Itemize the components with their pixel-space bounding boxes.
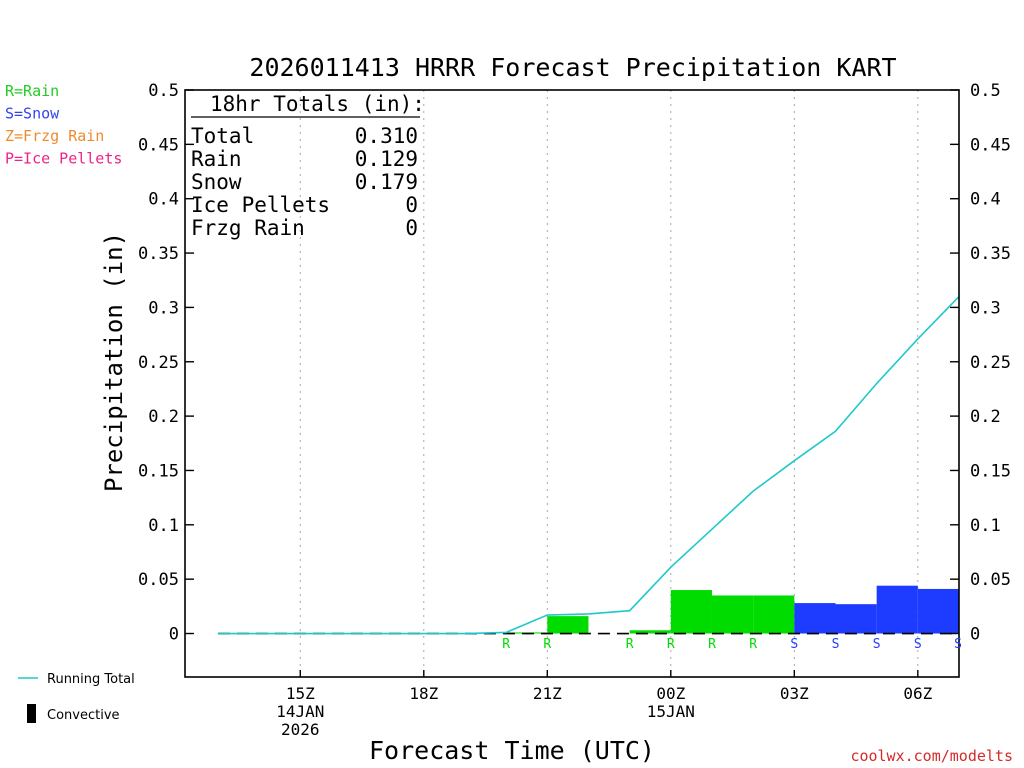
- legend-bar-swatch: [27, 704, 36, 723]
- plot-frame: [184, 89, 960, 678]
- y-tick-label-right: 0.15: [970, 461, 1011, 481]
- x-tick-label: 14JAN: [276, 702, 324, 721]
- precip-type-label: S: [832, 637, 840, 652]
- y-axis-right: 0 0.05 0.1 0.15 0.2 0.25 0.3 0.35 0.4 0.45 0.5: [950, 81, 1011, 645]
- precip-bar: [917, 588, 959, 634]
- y-tick-label-right: 0.05: [970, 570, 1011, 590]
- precip-bar: [876, 585, 918, 634]
- bar-series: [506, 585, 959, 634]
- y-tick-label-left: 0.1: [148, 516, 179, 536]
- y-tick-label-right: 0.45: [970, 135, 1011, 155]
- x-tick-label: 2026: [281, 720, 320, 739]
- precip-type-label: R: [502, 637, 510, 652]
- x-tick-label: 00Z: [656, 684, 685, 703]
- precip-type-legend: R=Rain S=Snow Z=Frzg Rain P=Ice Pellets: [5, 82, 122, 168]
- running-total-series: [217, 295, 960, 635]
- y-tick-label-left: 0.25: [138, 353, 179, 373]
- y-tick-label-right: 0.5: [970, 81, 1001, 101]
- chart-title: 2026011413 HRRR Forecast Precipitation K…: [249, 53, 896, 82]
- type-legend-entry: S=Snow: [5, 105, 60, 123]
- y-tick-label-left: 0.45: [138, 135, 179, 155]
- totals-value: 0.179: [355, 170, 418, 194]
- totals-value: 0: [405, 193, 418, 217]
- totals-label: Rain: [191, 147, 242, 171]
- precip-bar: [547, 616, 589, 634]
- x-tick-label: 18Z: [409, 684, 438, 703]
- precip-bar: [835, 604, 877, 634]
- x-tick-label: 06Z: [903, 684, 932, 703]
- credit-text: coolwx.com/modelts: [850, 747, 1013, 765]
- precip-type-label: S: [790, 637, 798, 652]
- line-legend-label: Running Total: [47, 672, 135, 687]
- x-tick-label: 15JAN: [647, 702, 695, 721]
- precip-type-label: S: [954, 637, 962, 652]
- precip-type-label: R: [708, 637, 716, 652]
- totals-value: 0.310: [355, 124, 418, 148]
- totals-label: Ice Pellets: [191, 193, 330, 217]
- y-tick-label-left: 0.3: [148, 298, 179, 318]
- precip-bar: [670, 590, 712, 634]
- line-legend: Running Total Convective: [18, 672, 135, 723]
- y-tick-label-left: 0.15: [138, 461, 179, 481]
- y-tick-label-right: 0: [970, 625, 980, 645]
- y-tick-label-left: 0.4: [148, 190, 179, 210]
- precip-type-label: R: [626, 637, 634, 652]
- type-legend-entry: R=Rain: [5, 82, 59, 100]
- y-axis-left: 0 0.05 0.1 0.15 0.2 0.25 0.3 0.35 0.4 0.45 0.5: [138, 81, 194, 645]
- y-tick-label-right: 0.1: [970, 516, 1001, 536]
- line-legend-label: Convective: [47, 708, 120, 723]
- y-tick-label-left: 0.2: [148, 407, 179, 427]
- precip-type-label: R: [749, 637, 757, 652]
- y-tick-label-right: 0.2: [970, 407, 1001, 427]
- precip-type-label: S: [873, 637, 881, 652]
- precip-type-label: R: [667, 637, 675, 652]
- running-total-line: [217, 295, 960, 635]
- type-legend-entry: Z=Frzg Rain: [5, 127, 104, 145]
- precip-bar: [794, 603, 836, 634]
- y-tick-label-left: 0: [169, 625, 179, 645]
- totals-label: Snow: [191, 170, 242, 194]
- x-tick-label: 21Z: [533, 684, 562, 703]
- totals-heading: 18hr Totals (in):: [210, 92, 425, 116]
- precip-type-label: R: [543, 637, 551, 652]
- totals-label: Frzg Rain: [191, 216, 305, 240]
- totals-label: Total: [191, 124, 254, 148]
- totals-box: 18hr Totals (in): Total 0.310 Rain 0.129 Sno…: [191, 92, 425, 240]
- y-tick-label-right: 0.35: [970, 244, 1011, 264]
- type-legend-entry: P=Ice Pellets: [5, 150, 122, 168]
- precip-bar: [753, 595, 795, 634]
- y-tick-label-left: 0.05: [138, 570, 179, 590]
- totals-rows: Total 0.310 Rain 0.129 Snow 0.179 Ice Pellets 0…: [191, 124, 418, 240]
- y-axis-label: Precipitation (in): [100, 232, 128, 492]
- y-tick-label-right: 0.25: [970, 353, 1011, 373]
- totals-value: 0: [405, 216, 418, 240]
- precip-bar: [711, 595, 754, 634]
- x-tick-label: 15Z: [286, 684, 315, 703]
- y-tick-label-left: 0.5: [148, 81, 179, 101]
- totals-value: 0.129: [355, 147, 418, 171]
- x-axis-label: Forecast Time (UTC): [369, 736, 655, 765]
- y-tick-label-right: 0.3: [970, 298, 1001, 318]
- precip-type-label: S: [914, 637, 922, 652]
- y-tick-label-left: 0.35: [138, 244, 179, 264]
- precip-bar: [629, 630, 671, 634]
- y-tick-label-right: 0.4: [970, 190, 1001, 210]
- x-tick-label: 03Z: [780, 684, 809, 703]
